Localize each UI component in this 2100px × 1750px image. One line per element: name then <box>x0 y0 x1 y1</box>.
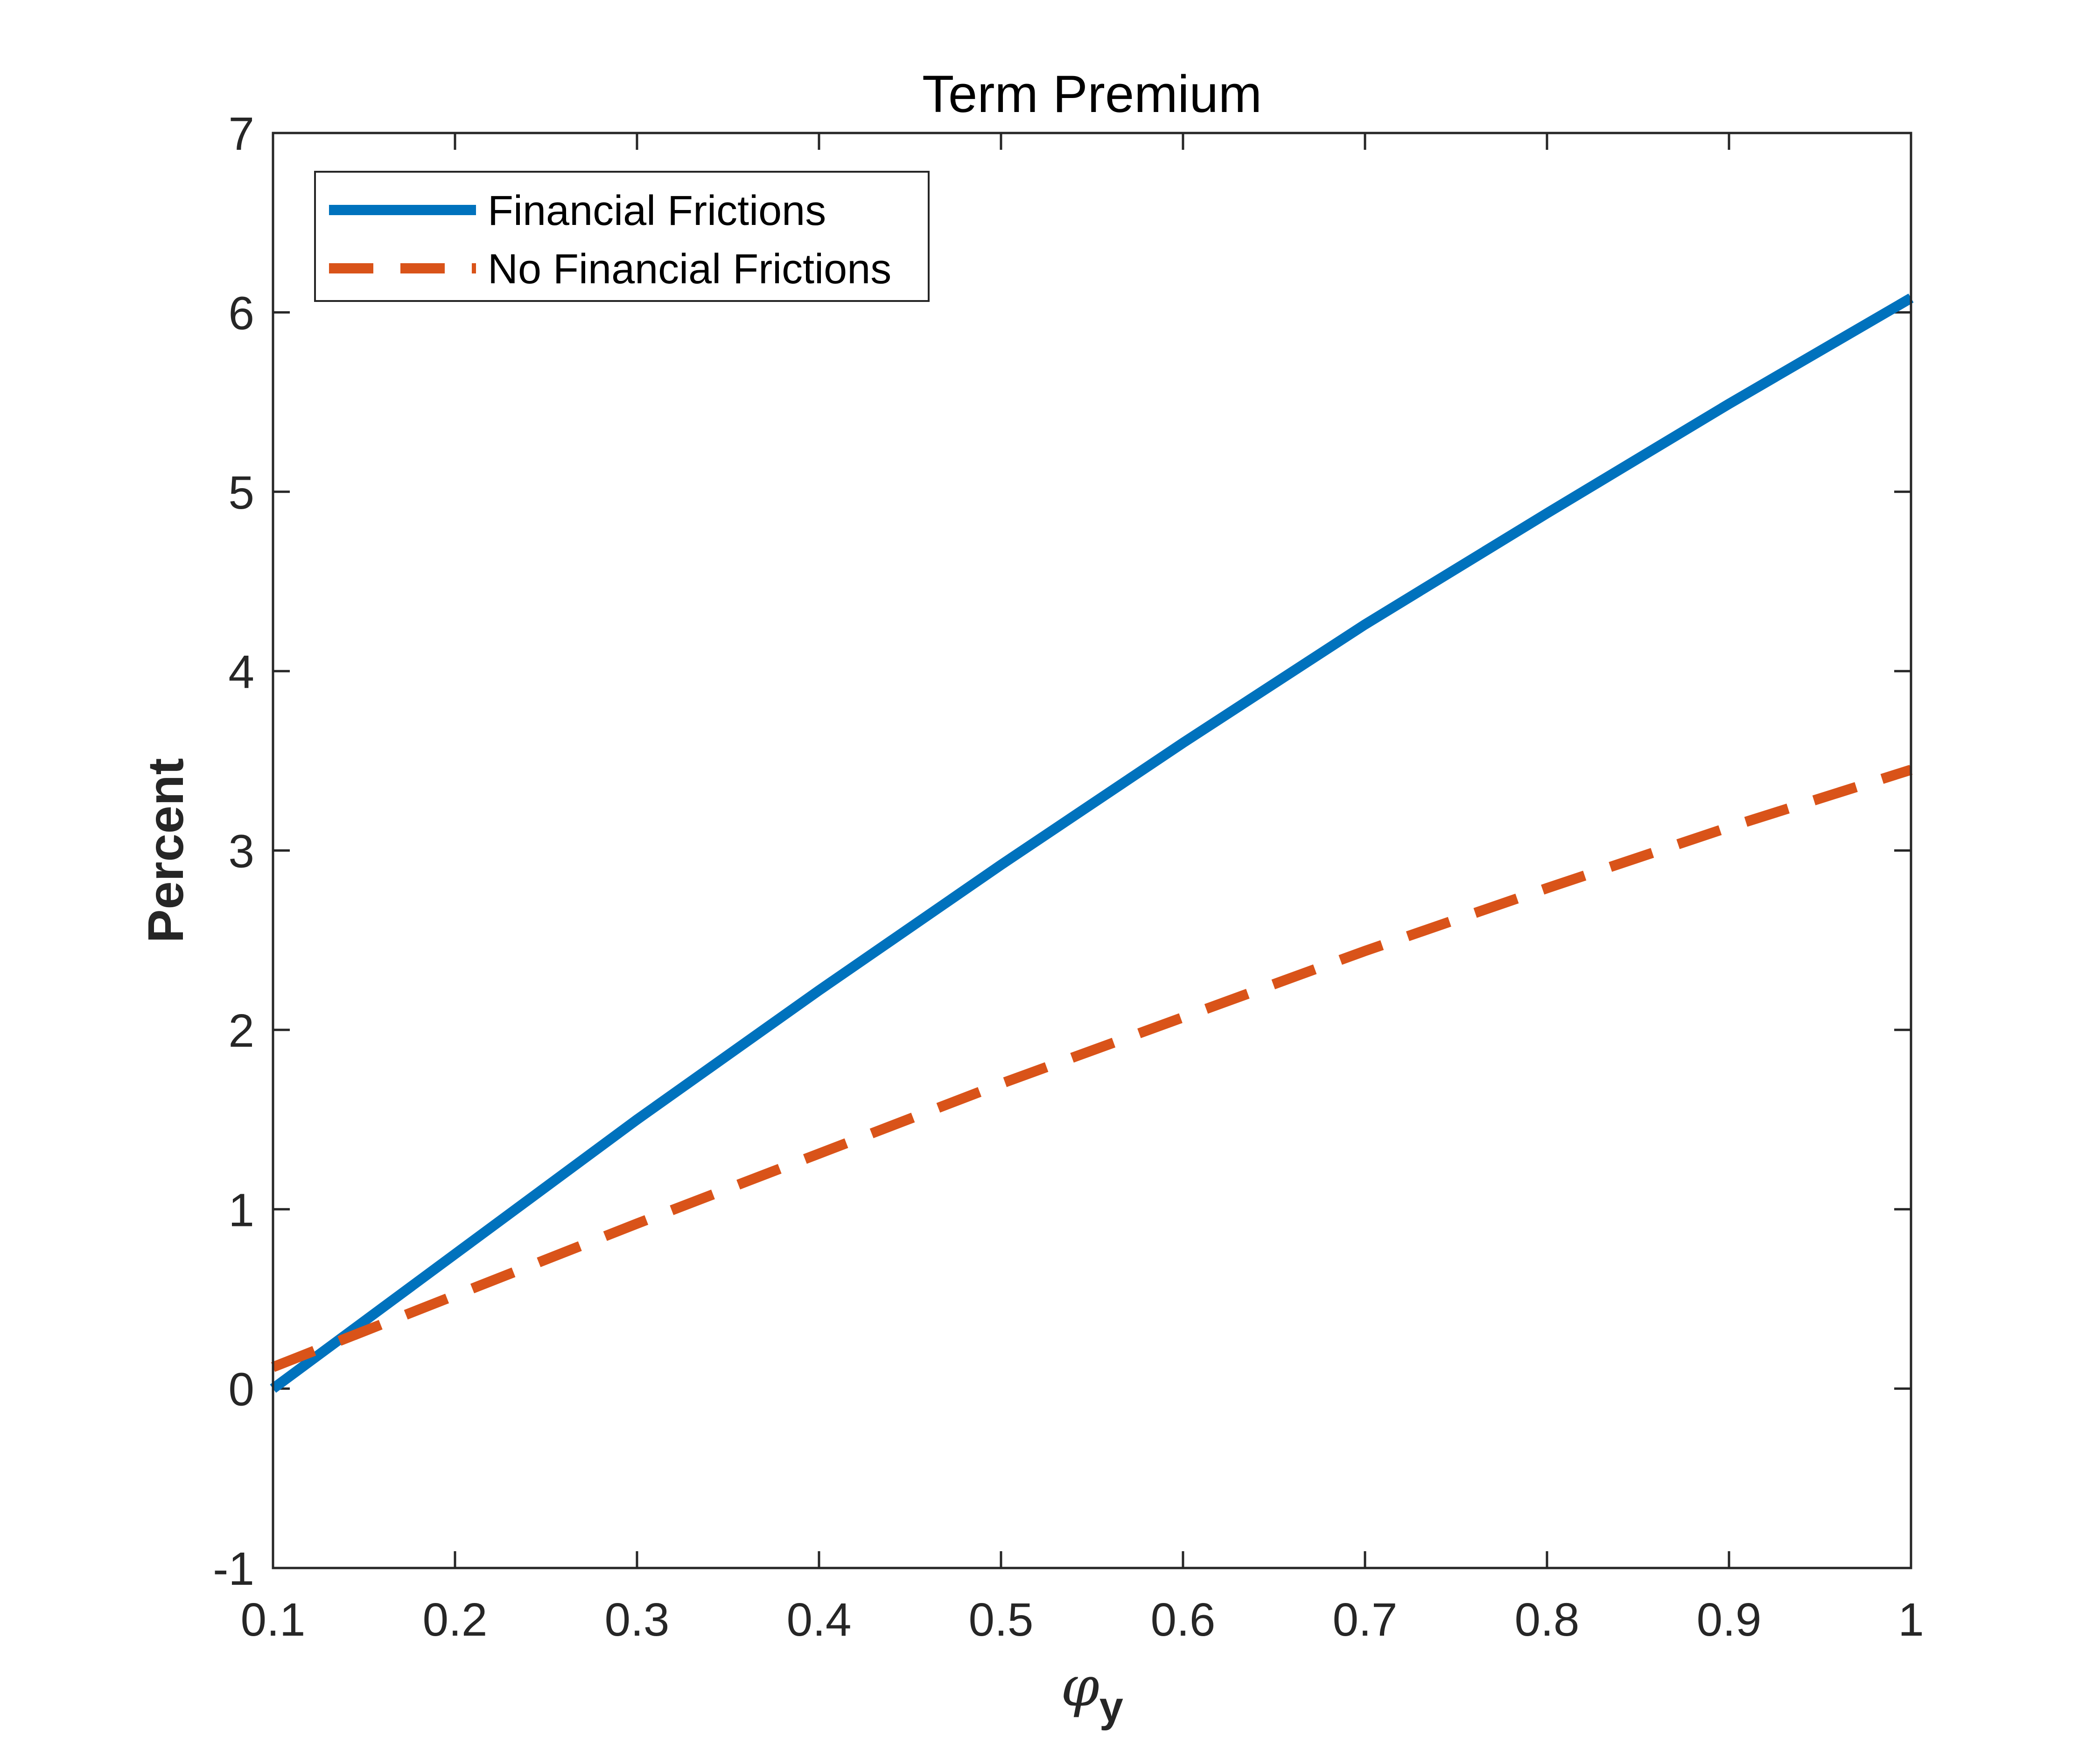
x-tick-label: 0.2 <box>422 1594 487 1646</box>
x-tick-label: 0.9 <box>1696 1594 1761 1646</box>
x-tick-label: 0.4 <box>786 1594 851 1646</box>
tick-labels: 0.1 0.2 0.3 0.4 0.5 0.6 0.7 0.8 0.9 1 -1 0 1 2 3 4 5 6 7 <box>213 108 1924 1646</box>
legend-label-no-financial-frictions: No Financial Frictions <box>488 246 891 293</box>
series-lines <box>270 294 1914 1393</box>
legend-box <box>314 171 930 302</box>
y-tick-label: 6 <box>228 287 254 339</box>
legend: Financial Frictions No Financial Friction… <box>314 171 930 302</box>
x-tick-label: 0.5 <box>968 1594 1033 1646</box>
y-axis-label: Percent <box>137 758 194 943</box>
y-tick-label: 3 <box>228 826 254 878</box>
y-tick-label: 7 <box>228 108 254 160</box>
x-axis-subscript: y <box>1099 1683 1123 1731</box>
legend-label-financial-frictions: Financial Frictions <box>488 188 826 234</box>
y-tick-label: 5 <box>228 467 254 519</box>
x-tick-label: 0.8 <box>1514 1594 1579 1646</box>
legend-items: Financial Frictions No Financial Friction… <box>329 188 891 293</box>
y-tick-label: 0 <box>228 1364 254 1416</box>
series-line-financial-frictions <box>270 294 1914 1393</box>
x-tick-label: 0.1 <box>240 1594 305 1646</box>
y-tick-label: 2 <box>228 1005 254 1057</box>
y-tick-label: 4 <box>228 646 254 698</box>
x-axis-label: φy <box>1061 1654 1123 1731</box>
plot-frame <box>272 132 1912 1569</box>
plot-area <box>273 133 1911 1568</box>
x-tick-label: 0.6 <box>1150 1594 1215 1646</box>
chart-title: Term Premium <box>922 65 1262 123</box>
series-line-no-financial-frictions <box>271 765 1913 1372</box>
x-tick-label: 0.7 <box>1332 1594 1397 1646</box>
x-tick-label: 0.3 <box>604 1594 669 1646</box>
y-tick-label: 1 <box>228 1184 254 1236</box>
x-axis-symbol: φ <box>1061 1654 1099 1719</box>
y-tick-label: -1 <box>213 1543 254 1595</box>
x-tick-label: 1 <box>1898 1594 1924 1646</box>
